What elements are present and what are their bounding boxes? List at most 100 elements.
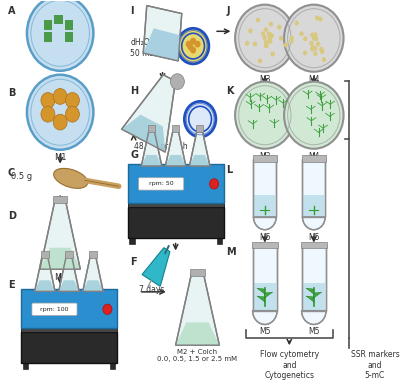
Text: M1: M1 bbox=[54, 74, 66, 83]
Bar bbox=[44, 21, 52, 30]
Bar bbox=[252, 242, 278, 248]
Circle shape bbox=[194, 41, 200, 48]
Circle shape bbox=[27, 0, 94, 71]
Bar bbox=[89, 251, 97, 258]
Polygon shape bbox=[176, 274, 219, 345]
Circle shape bbox=[184, 101, 216, 137]
Circle shape bbox=[312, 35, 316, 40]
Bar bbox=[254, 159, 276, 217]
Text: F: F bbox=[130, 257, 137, 267]
Circle shape bbox=[53, 88, 67, 104]
Circle shape bbox=[264, 43, 269, 48]
Circle shape bbox=[314, 36, 318, 41]
Circle shape bbox=[266, 32, 271, 36]
Polygon shape bbox=[141, 132, 162, 166]
Bar bbox=[172, 125, 179, 132]
Bar bbox=[252, 246, 277, 311]
Polygon shape bbox=[143, 28, 180, 61]
Circle shape bbox=[268, 32, 272, 37]
Circle shape bbox=[262, 35, 267, 40]
Circle shape bbox=[310, 33, 314, 38]
Text: dH₂O
50 mL: dH₂O 50 mL bbox=[130, 38, 154, 57]
Circle shape bbox=[309, 41, 314, 46]
Polygon shape bbox=[59, 280, 79, 291]
Circle shape bbox=[320, 49, 324, 54]
Bar bbox=[302, 283, 325, 311]
Text: E: E bbox=[8, 280, 14, 290]
Circle shape bbox=[41, 92, 55, 108]
Polygon shape bbox=[306, 288, 314, 294]
Wedge shape bbox=[302, 311, 326, 324]
Wedge shape bbox=[302, 217, 325, 230]
Text: M5: M5 bbox=[259, 327, 270, 336]
Text: G: G bbox=[130, 150, 138, 160]
Bar bbox=[302, 159, 325, 217]
Circle shape bbox=[103, 304, 112, 314]
Circle shape bbox=[270, 33, 274, 38]
Circle shape bbox=[264, 27, 268, 32]
Polygon shape bbox=[190, 132, 210, 166]
Text: M4: M4 bbox=[308, 75, 320, 84]
Polygon shape bbox=[142, 248, 170, 286]
Bar bbox=[254, 195, 275, 217]
Bar bbox=[64, 21, 73, 30]
Polygon shape bbox=[257, 288, 265, 294]
Bar bbox=[41, 251, 48, 258]
Text: M3: M3 bbox=[259, 152, 270, 161]
Text: C: C bbox=[8, 168, 15, 178]
Wedge shape bbox=[254, 217, 276, 230]
Circle shape bbox=[66, 106, 80, 122]
Bar bbox=[254, 159, 276, 217]
Circle shape bbox=[190, 47, 196, 54]
Bar bbox=[302, 246, 326, 311]
FancyBboxPatch shape bbox=[139, 178, 184, 190]
Circle shape bbox=[210, 179, 219, 189]
Circle shape bbox=[315, 16, 319, 20]
FancyBboxPatch shape bbox=[32, 303, 77, 315]
Text: D: D bbox=[8, 211, 16, 221]
Polygon shape bbox=[257, 296, 265, 302]
Circle shape bbox=[313, 51, 318, 56]
Circle shape bbox=[270, 52, 275, 56]
Circle shape bbox=[313, 46, 318, 51]
Bar bbox=[54, 14, 63, 24]
Circle shape bbox=[313, 32, 318, 37]
Text: 48, 72 or 96 h: 48, 72 or 96 h bbox=[134, 142, 187, 151]
Bar bbox=[217, 236, 222, 244]
Text: rpm: 100: rpm: 100 bbox=[40, 307, 69, 312]
Bar bbox=[302, 246, 326, 311]
Circle shape bbox=[310, 47, 314, 52]
Bar bbox=[64, 32, 73, 42]
Circle shape bbox=[27, 75, 94, 150]
Bar bbox=[21, 328, 117, 333]
Polygon shape bbox=[59, 257, 79, 291]
Bar bbox=[302, 159, 325, 217]
Circle shape bbox=[284, 5, 344, 72]
Bar bbox=[302, 155, 326, 161]
Circle shape bbox=[318, 17, 322, 22]
Polygon shape bbox=[83, 280, 103, 291]
Circle shape bbox=[312, 36, 317, 41]
Text: A: A bbox=[8, 6, 15, 16]
Bar bbox=[22, 362, 28, 369]
Polygon shape bbox=[166, 155, 186, 166]
Text: H: H bbox=[130, 86, 138, 95]
Polygon shape bbox=[40, 248, 80, 269]
Polygon shape bbox=[40, 202, 80, 269]
Text: J: J bbox=[226, 6, 230, 16]
Circle shape bbox=[311, 45, 315, 50]
Bar bbox=[303, 195, 324, 217]
Circle shape bbox=[299, 31, 304, 36]
Circle shape bbox=[41, 106, 55, 122]
Bar bbox=[65, 251, 73, 258]
Circle shape bbox=[319, 47, 324, 52]
Text: M2: M2 bbox=[54, 273, 66, 282]
Text: M1: M1 bbox=[54, 153, 66, 162]
Circle shape bbox=[258, 59, 262, 63]
Circle shape bbox=[188, 43, 194, 50]
Text: L: L bbox=[226, 165, 233, 175]
Text: SSR markers
and
5-mC: SSR markers and 5-mC bbox=[350, 350, 399, 380]
Text: 0.5 g: 0.5 g bbox=[11, 172, 32, 181]
Circle shape bbox=[53, 114, 67, 130]
Text: Flow cytometry
and
Cytogenetics: Flow cytometry and Cytogenetics bbox=[260, 350, 319, 380]
